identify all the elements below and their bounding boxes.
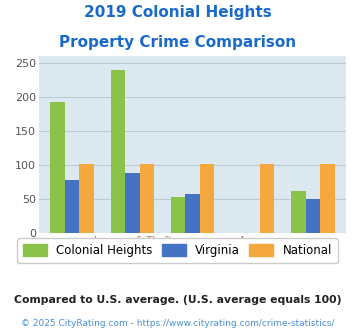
- Text: Arson: Arson: [239, 236, 267, 246]
- Bar: [306, 199, 320, 233]
- Text: Compared to U.S. average. (U.S. average equals 100): Compared to U.S. average. (U.S. average …: [14, 295, 341, 305]
- Bar: [260, 164, 274, 233]
- Bar: [80, 164, 94, 233]
- Bar: [65, 180, 80, 233]
- Text: All Property Crime: All Property Crime: [28, 246, 116, 256]
- Bar: [140, 164, 154, 233]
- Legend: Colonial Heights, Virginia, National: Colonial Heights, Virginia, National: [17, 238, 338, 263]
- Text: Burglary: Burglary: [232, 246, 274, 256]
- Text: 2019 Colonial Heights: 2019 Colonial Heights: [84, 5, 271, 20]
- Bar: [111, 70, 125, 233]
- Bar: [50, 102, 65, 233]
- Bar: [185, 194, 200, 233]
- Bar: [320, 164, 335, 233]
- Text: © 2025 CityRating.com - https://www.cityrating.com/crime-statistics/: © 2025 CityRating.com - https://www.city…: [21, 319, 334, 328]
- Text: Motor Vehicle Theft: Motor Vehicle Theft: [85, 246, 180, 256]
- Bar: [171, 197, 185, 233]
- Bar: [125, 173, 140, 233]
- Text: Property Crime Comparison: Property Crime Comparison: [59, 35, 296, 50]
- Text: Larceny & Theft: Larceny & Theft: [93, 236, 171, 246]
- Bar: [200, 164, 214, 233]
- Bar: [291, 190, 306, 233]
